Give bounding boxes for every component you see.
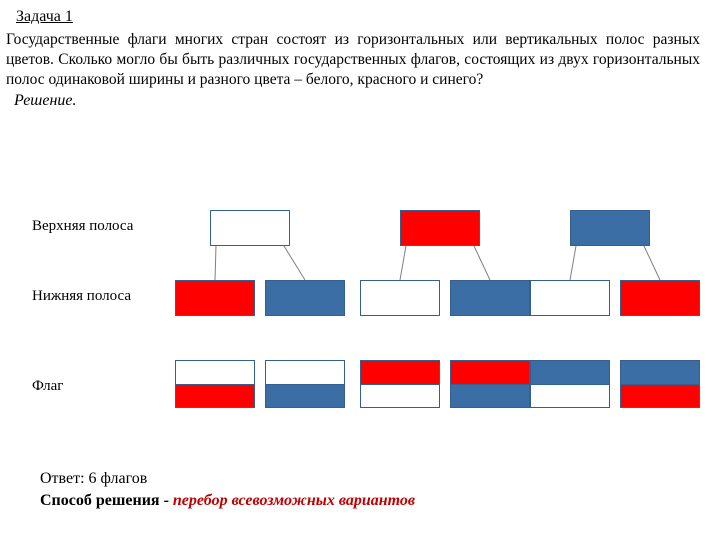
bottom-box-2 <box>360 280 440 316</box>
bottom-box-3 <box>450 280 530 316</box>
flag-2 <box>360 360 440 408</box>
flag-0-top <box>175 360 255 385</box>
answer-text: Ответ: 6 флагов <box>40 468 415 490</box>
method-text: перебор всевозможных вариантов <box>173 492 415 509</box>
flag-3 <box>450 360 530 408</box>
answer-block: Ответ: 6 флагов Способ решения - перебор… <box>40 468 415 511</box>
top-box-0 <box>210 210 290 246</box>
flag-4 <box>530 360 610 408</box>
bottom-box-4 <box>530 280 610 316</box>
bottom-box-0 <box>175 280 255 316</box>
flag-5 <box>620 360 700 408</box>
bottom-box-5 <box>620 280 700 316</box>
flag-1-bottom <box>265 385 345 409</box>
text-block: Задача 1 Государственные флаги многих ст… <box>0 0 720 110</box>
label-top-stripe: Верхняя полоса <box>32 218 133 235</box>
flag-4-top <box>530 360 610 385</box>
flag-0-bottom <box>175 385 255 409</box>
flag-5-top <box>620 360 700 385</box>
bottom-box-1 <box>265 280 345 316</box>
flag-2-bottom <box>360 385 440 409</box>
flag-1 <box>265 360 345 408</box>
top-box-2 <box>570 210 650 246</box>
task-title: Задача 1 <box>16 8 706 26</box>
flag-0 <box>175 360 255 408</box>
flag-3-top <box>450 360 530 385</box>
method-line: Способ решения - перебор всевозможных ва… <box>40 490 415 512</box>
problem-text: Государственные флаги многих стран состо… <box>6 30 706 90</box>
flag-2-top <box>360 360 440 385</box>
flag-1-top <box>265 360 345 385</box>
method-label: Способ решения - <box>40 492 173 509</box>
flag-5-bottom <box>620 385 700 409</box>
label-bottom-stripe: Нижняя полоса <box>32 288 131 305</box>
flag-4-bottom <box>530 385 610 409</box>
label-flag: Флаг <box>32 378 63 395</box>
diagram-area: Верхняя полоса Нижняя полоса Флаг <box>0 190 720 450</box>
solution-label: Решение. <box>14 92 706 110</box>
top-box-1 <box>400 210 480 246</box>
flag-3-bottom <box>450 385 530 409</box>
